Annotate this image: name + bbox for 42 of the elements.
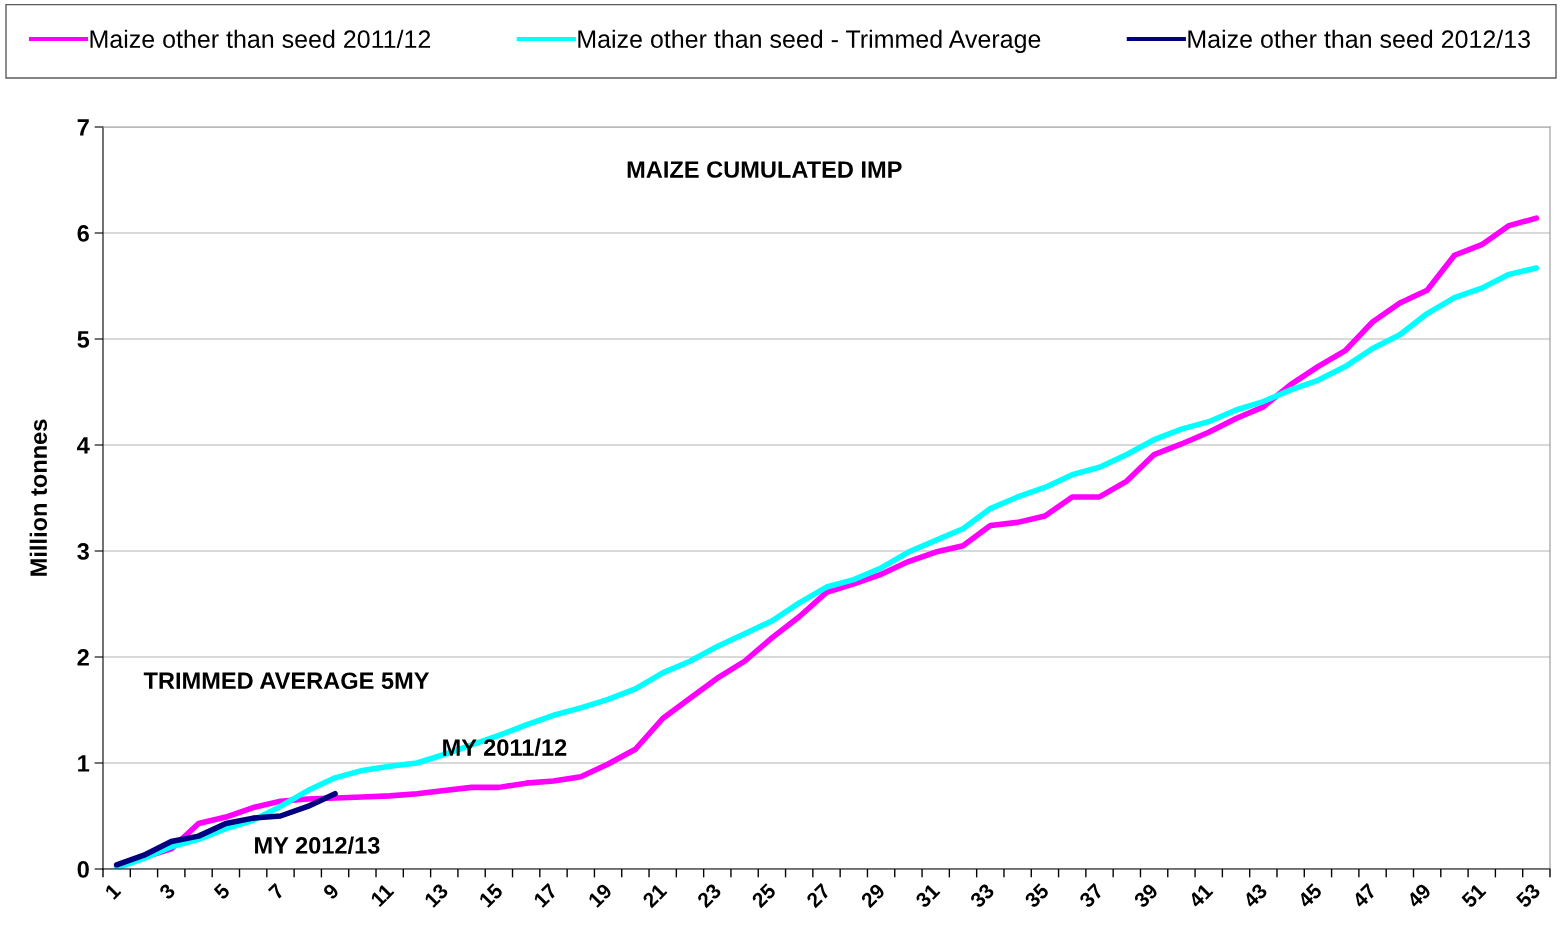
x-tick-label: 1: [104, 882, 122, 900]
y-axis-title: Million tonnes: [29, 419, 48, 576]
x-tick-label: 3: [158, 882, 177, 901]
y-tick-label: 5: [77, 331, 90, 348]
x-tick-label: 37: [1078, 882, 1105, 909]
x-tick-label: 49: [1405, 882, 1432, 909]
x-tick-label: 19: [587, 882, 613, 908]
x-tick-label: 15: [478, 882, 504, 908]
annotation: MY 2012/13: [255, 836, 380, 855]
annotation: TRIMMED AVERAGE 5MY: [143, 672, 430, 690]
legend-label: Maize other than seed 2012/13: [1188, 29, 1530, 49]
x-tick-label: 11: [370, 882, 395, 908]
x-tick-label: 35: [1023, 882, 1050, 909]
x-tick-label: 39: [1132, 882, 1159, 909]
y-tick-label: 4: [77, 437, 90, 454]
x-tick-label: 13: [423, 882, 450, 909]
x-tick-label: 9: [322, 882, 340, 901]
text: MAIZE CUMULATED IMP: [627, 161, 902, 178]
x-tick-label: 27: [805, 882, 831, 909]
x-tick-label: 45: [1296, 882, 1323, 909]
x-tick-label: 53: [1515, 882, 1542, 909]
y-tick-label: 6: [77, 225, 89, 242]
x-tick-label: 29: [860, 882, 886, 909]
x-tick-label: 41: [1187, 882, 1214, 909]
x-tick-label: 43: [1242, 882, 1269, 909]
y-tick-label: 3: [77, 543, 89, 560]
x-tick-label: 25: [750, 882, 777, 909]
x-tick-label: 5: [213, 882, 231, 901]
x-tick-label: 17: [533, 882, 558, 908]
y-tick-label: 1: [78, 755, 90, 772]
x-tick-label: 51: [1460, 882, 1487, 909]
y-tick-label: 7: [77, 119, 89, 136]
x-tick-label: 7: [267, 882, 285, 900]
x-tick-label: 21: [641, 882, 668, 909]
y-tick-label: 0: [77, 861, 89, 878]
legend-label: Maize other than seed 2011/12: [90, 29, 431, 49]
legend-label: Maize other than seed - Trimmed Average: [578, 29, 1041, 53]
x-tick-label: 31: [914, 882, 941, 909]
x-tick-label: 47: [1351, 882, 1378, 909]
x-tick-label: 33: [969, 882, 996, 909]
y-tick-label: 2: [77, 649, 89, 666]
x-tick-label: 23: [696, 882, 723, 909]
